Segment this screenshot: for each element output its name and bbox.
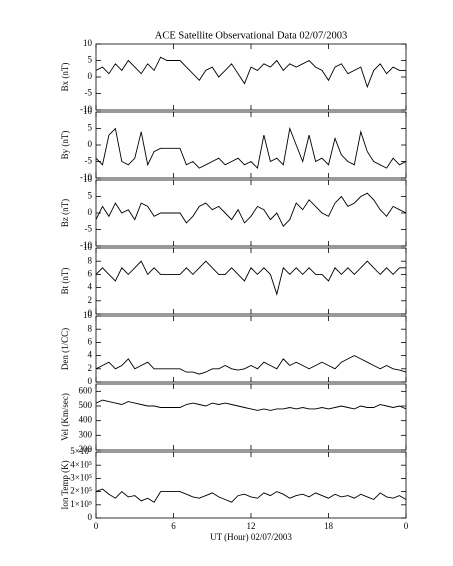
y-axis-label: Bt (nT)	[60, 268, 70, 295]
y-tick-label: 6	[88, 268, 93, 278]
y-tick-label: 10	[83, 106, 93, 116]
y-tick-label: 600	[79, 385, 93, 395]
y-tick-label: 5	[88, 191, 93, 201]
chart-title: ACE Satellite Observational Data 02/07/2…	[155, 30, 347, 41]
y-tick-label: 6	[88, 336, 93, 346]
y-tick-label: -5	[85, 88, 93, 98]
y-tick-label: 5×10⁵	[70, 446, 92, 456]
y-tick-label: 200	[79, 444, 93, 454]
y-tick-label: 8	[88, 255, 93, 265]
y-axis-label: Bz (nT)	[60, 199, 70, 227]
x-tick-label: 0	[94, 521, 99, 531]
data-line	[95, 126, 407, 170]
y-tick-label: 10	[83, 38, 93, 48]
x-tick-label: 18	[324, 521, 334, 531]
y-axis-label: Den (1/CC)	[60, 328, 70, 370]
y-tick-label: 0	[88, 139, 93, 149]
y-axis-label: Vel (Km/sec)	[60, 393, 70, 441]
x-tick-label: 0	[404, 521, 409, 531]
y-tick-label: 0	[88, 512, 93, 522]
x-tick-label: 6	[171, 521, 176, 531]
y-tick-label: 10	[83, 310, 93, 320]
y-tick-label: 4×10⁵	[70, 459, 92, 469]
data-line	[95, 260, 406, 296]
y-axis-label: Bx (nT)	[60, 63, 70, 92]
y-tick-label: 4	[88, 350, 93, 360]
y-tick-label: 1×10⁵	[70, 499, 92, 509]
y-tick-label: -10	[80, 104, 92, 114]
data-line	[95, 399, 407, 411]
data-line	[95, 192, 407, 227]
y-tick-label: 0	[88, 207, 93, 217]
y-tick-label: -5	[85, 224, 93, 234]
y-tick-label: 8	[88, 323, 93, 333]
y-tick-label: 2	[88, 363, 93, 373]
y-tick-label: 0	[88, 71, 93, 81]
y-tick-label: -10	[80, 240, 92, 250]
y-tick-label: 2×10⁵	[70, 486, 92, 496]
y-tick-label: 5	[88, 123, 93, 133]
y-tick-label: -5	[85, 156, 93, 166]
data-line	[95, 488, 407, 503]
data-line	[95, 56, 406, 89]
y-tick-label: 300	[79, 429, 93, 439]
y-tick-label: 0	[88, 308, 93, 318]
y-tick-label: 400	[79, 415, 93, 425]
y-tick-label: 2	[88, 295, 93, 305]
y-tick-label: 3×10⁵	[70, 472, 92, 482]
x-axis-label: UT (Hour) 02/07/2003	[210, 532, 292, 542]
data-line	[95, 355, 407, 375]
y-axis-label: Ion Temp (K)	[60, 460, 70, 509]
y-tick-label: 500	[79, 400, 93, 410]
y-tick-label: 10	[83, 242, 93, 252]
y-tick-label: 10	[83, 174, 93, 184]
y-tick-label: 0	[88, 376, 93, 386]
y-axis-label: By (nT)	[60, 131, 70, 160]
y-tick-label: 4	[88, 282, 93, 292]
y-tick-label: 5	[88, 55, 93, 65]
y-tick-label: -10	[80, 172, 92, 182]
x-tick-label: 12	[247, 521, 256, 531]
